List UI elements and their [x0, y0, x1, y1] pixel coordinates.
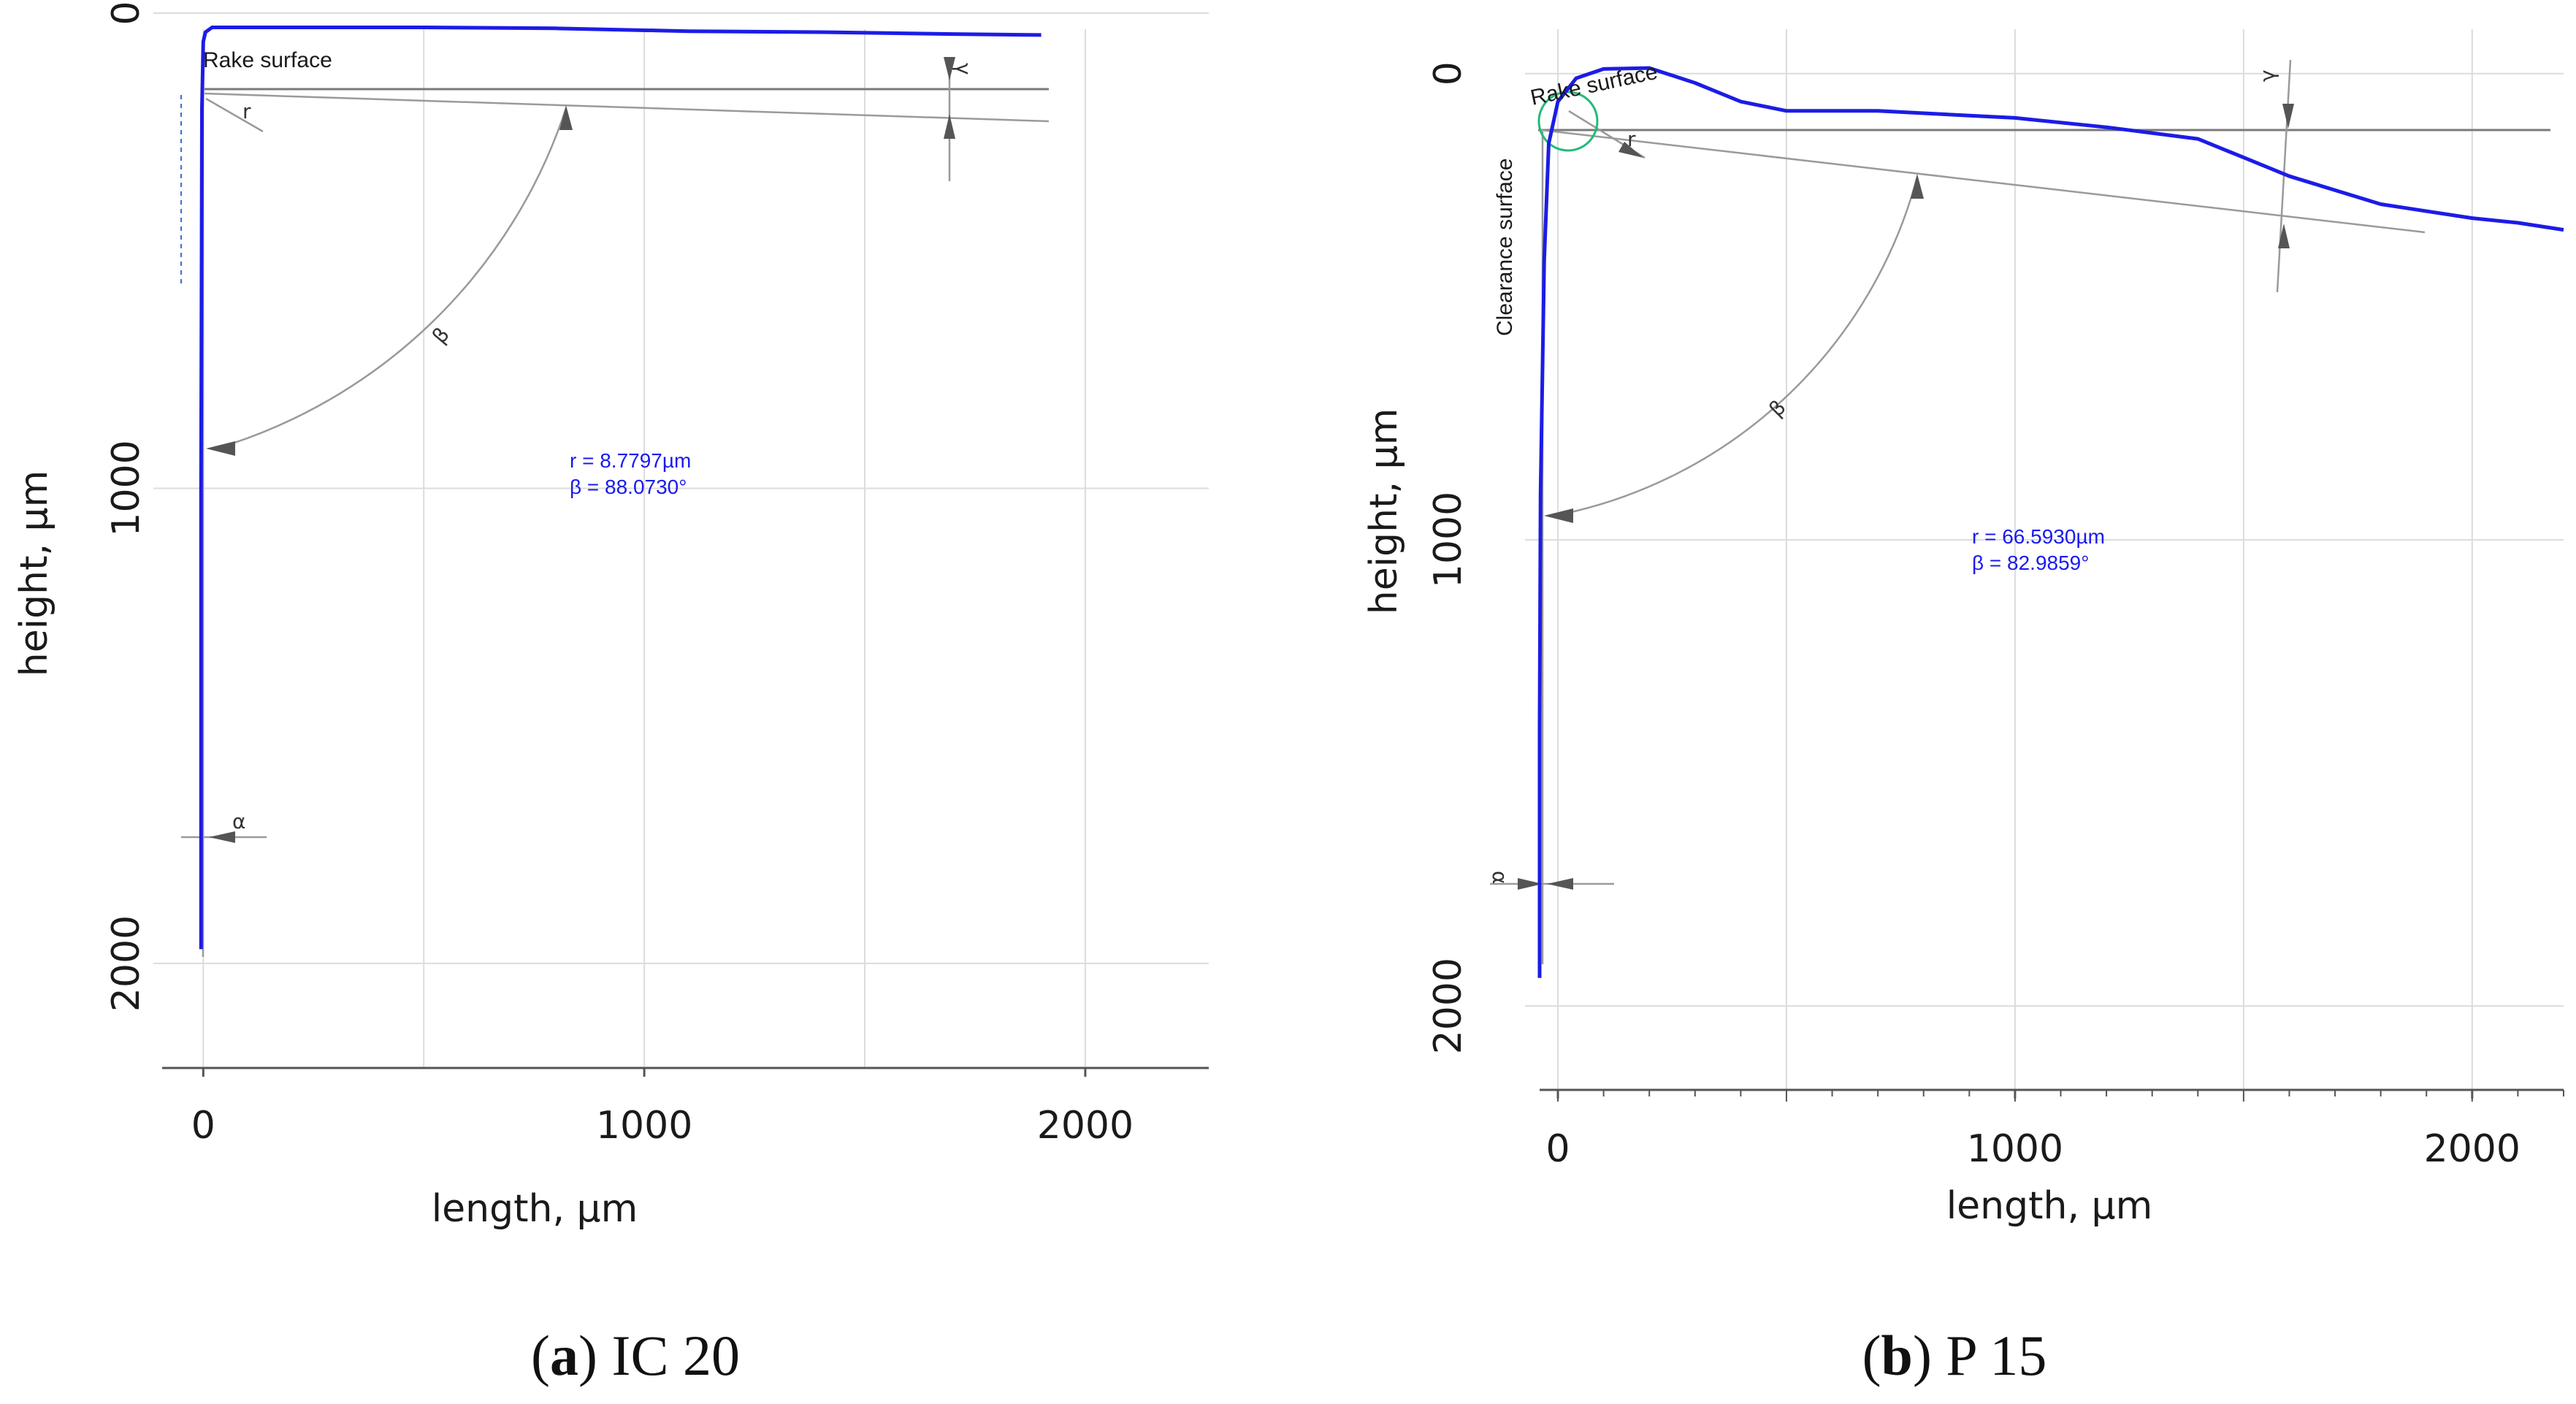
- panel-b-y-tick-label: 1000: [1426, 492, 1470, 588]
- panel-b-alpha-label: α: [1488, 871, 1512, 884]
- panel-a-caption-open-paren: (: [531, 1324, 550, 1387]
- svg-text:(b) P 15: (b) P 15: [1862, 1324, 2047, 1387]
- panel-b-y-tick-label: 2000: [1426, 958, 1470, 1054]
- panel-b-beta-arc: [1553, 176, 1919, 517]
- panel-a-y-tick-label: 1000: [104, 440, 148, 536]
- panel-b-gamma-arrowhead-bottom: [2278, 224, 2290, 248]
- panel-a-x-tick-label: 1000: [596, 1104, 692, 1148]
- panel-a-x-tick-label: 0: [191, 1104, 215, 1148]
- panel-b-x-tick-label: 2000: [2424, 1127, 2520, 1171]
- panel-b-x-minor-ticks: [1557, 1090, 2564, 1102]
- panel-b-r-label: r: [1627, 127, 1636, 151]
- panel-a-y-axis-title: height, µm: [12, 470, 56, 677]
- panel-a-x-ticks: 0 1000 2000: [191, 1068, 1134, 1148]
- panel-a-gamma-arrowhead-bottom: [944, 114, 955, 139]
- panel-b-radius-arrowhead: [1618, 142, 1643, 158]
- panel-b-gamma-arrowhead-top: [2282, 104, 2294, 129]
- svg-text:(a) IC 20: (a) IC 20: [531, 1324, 740, 1387]
- panel-b-rake-surface-label: Rake surface: [1529, 60, 1660, 110]
- panel-a-caption-close-paren: ): [578, 1324, 611, 1387]
- panel-a-beta-arc: [215, 107, 567, 450]
- panel-b-clearance-surface-label: Clearance surface: [1493, 159, 1517, 336]
- panel-a-y-tick-label: 2000: [104, 915, 148, 1012]
- panel-b-gamma-line: [2276, 59, 2292, 293]
- panel-b-caption-close-paren: ): [1913, 1324, 1946, 1387]
- panel-b-beta-arrowhead-top: [1911, 174, 1924, 199]
- panel-a-x-tick-label: 2000: [1037, 1104, 1134, 1148]
- panel-b-x-tick-label: 0: [1545, 1127, 1570, 1171]
- panel-a-y-tick-label: 0: [104, 1, 148, 25]
- panel-a-r-label: r: [242, 99, 251, 123]
- panel-a-gridlines: [153, 12, 1209, 1068]
- panel-a-beta-value: β = 88.0730°: [570, 476, 687, 498]
- panel-b-caption: (b) P 15: [1862, 1324, 2047, 1387]
- panel-b-wedge-reference-line: [1540, 129, 2426, 234]
- panel-b-beta-arrowhead-left: [1544, 508, 1573, 523]
- panel-b-caption-open-paren: (: [1862, 1324, 1881, 1387]
- panel-b-y-axis-title: height, µm: [1362, 408, 1406, 615]
- panel-a-alpha-arrowhead: [209, 831, 235, 843]
- panel-a-caption: (a) IC 20: [531, 1324, 740, 1387]
- panel-a-y-ticks: 0 1000 2000: [104, 1, 148, 1012]
- panel-a-rake-surface-label: Rake surface: [203, 48, 332, 72]
- panel-a-wedge-reference-line: [204, 92, 1050, 123]
- panel-a-caption-letter: a: [550, 1324, 578, 1387]
- panel-b-beta-value: β = 82.9859°: [1972, 552, 2089, 574]
- panel-b-alpha-arrowhead-left: [1518, 878, 1543, 890]
- panel-b-r-value: r = 66.5930µm: [1972, 525, 2105, 548]
- panel-a-alpha-label: α: [232, 809, 245, 833]
- panel-b-gamma-label: γ: [2255, 69, 2279, 82]
- panel-a-profile-line: [199, 26, 1042, 950]
- panel-b-gridlines: [1525, 29, 2564, 1090]
- panel-b-y-tick-label: 0: [1426, 61, 1470, 85]
- panel-b-x-ticks: 0 1000 2000: [1545, 1090, 2520, 1171]
- panel-b: 0 1000 2000 0 1000 2000 length, µm height, µ…: [1362, 29, 2564, 1387]
- panel-a-beta-label: β: [427, 323, 454, 348]
- panel-a-radius-line: [205, 97, 264, 133]
- panel-a-x-axis-title: length, µm: [432, 1187, 638, 1231]
- panel-a-reference-lines: [180, 57, 1050, 957]
- panel-a-caption-label: IC 20: [611, 1324, 740, 1387]
- panel-b-x-axis-title: length, µm: [1946, 1184, 2153, 1228]
- panel-b-reference-lines: [1490, 59, 2550, 964]
- panel-b-radius-circle: [1537, 91, 1599, 152]
- panel-a-gamma-arrowhead-top: [944, 57, 955, 80]
- panel-b-caption-letter: b: [1881, 1324, 1913, 1387]
- panel-b-y-ticks: 0 1000 2000: [1426, 61, 1470, 1054]
- panel-b-alpha-arrowhead-right: [1547, 878, 1573, 890]
- panel-b-x-tick-label: 1000: [1967, 1127, 2063, 1171]
- panel-a-beta-arrowhead-top: [559, 105, 573, 130]
- panel-b-profile-line: [1537, 66, 2564, 978]
- panel-a-gamma-label: γ: [952, 63, 976, 75]
- panel-a-r-value: r = 8.7797µm: [570, 449, 691, 472]
- panel-b-caption-label: P 15: [1946, 1324, 2046, 1387]
- panel-a: 0 1000 2000 0 1000 2000 length, µm height, µ…: [12, 1, 1209, 1387]
- panel-a-beta-arrowhead-left: [206, 441, 235, 456]
